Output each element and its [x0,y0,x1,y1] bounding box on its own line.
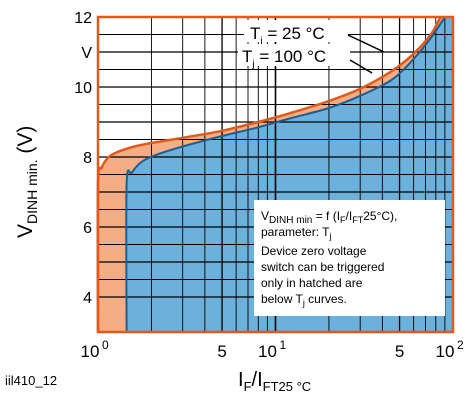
x-axis-label: IF/IFT25 °C [238,369,311,394]
figure-id: iil410_12 [5,373,57,388]
plot-frame [96,15,455,334]
note-line-3: Device zero voltage [261,244,367,258]
y-tick-label: 8 [83,150,92,167]
note-line-2: parameter: Tj [261,225,331,241]
y-tick-label: 4 [83,290,92,307]
y-tick-label: 10 [74,80,92,97]
annotation-box: VDINH min = f (IF/IFT25°C), parameter: T… [254,200,445,316]
y-tick-label: 12 [74,10,92,27]
note-line-1: VDINH min = f (IF/IFT25°C), [261,209,397,226]
x-tick-exponent: 2 [457,338,464,352]
label-tj-100: Tj = 100 °C [242,47,326,70]
x-tick-exponent: 0 [102,338,109,352]
curve-tj-25 [96,16,442,333]
label-tj-25-group: Tj = 25 °C [244,20,385,53]
x-tick-label: 10 [258,342,277,361]
label-tj-100-group: Tj = 100 °C [238,44,373,74]
x-tick-label: 5 [395,342,404,361]
leader-tj-100 [349,59,373,74]
leader-tj-25 [347,34,385,53]
x-tick-exponent: 1 [280,338,287,352]
x-tick-label: 5 [217,342,226,361]
note-line-6: below Tj curves. [261,292,347,308]
y-tick-label: 6 [83,220,92,237]
curve-tj-100 [125,16,446,333]
y-axis-label: VDINH min. (V) [14,126,40,238]
label-tj-25: Tj = 25 °C [250,24,325,47]
x-tick-label: 10 [436,342,455,361]
note-line-5: only in hatched are [261,276,363,290]
x-tick-label: 10 [81,342,100,361]
y-tick-label: V [81,45,92,62]
note-line-4: switch can be triggered [261,260,384,274]
